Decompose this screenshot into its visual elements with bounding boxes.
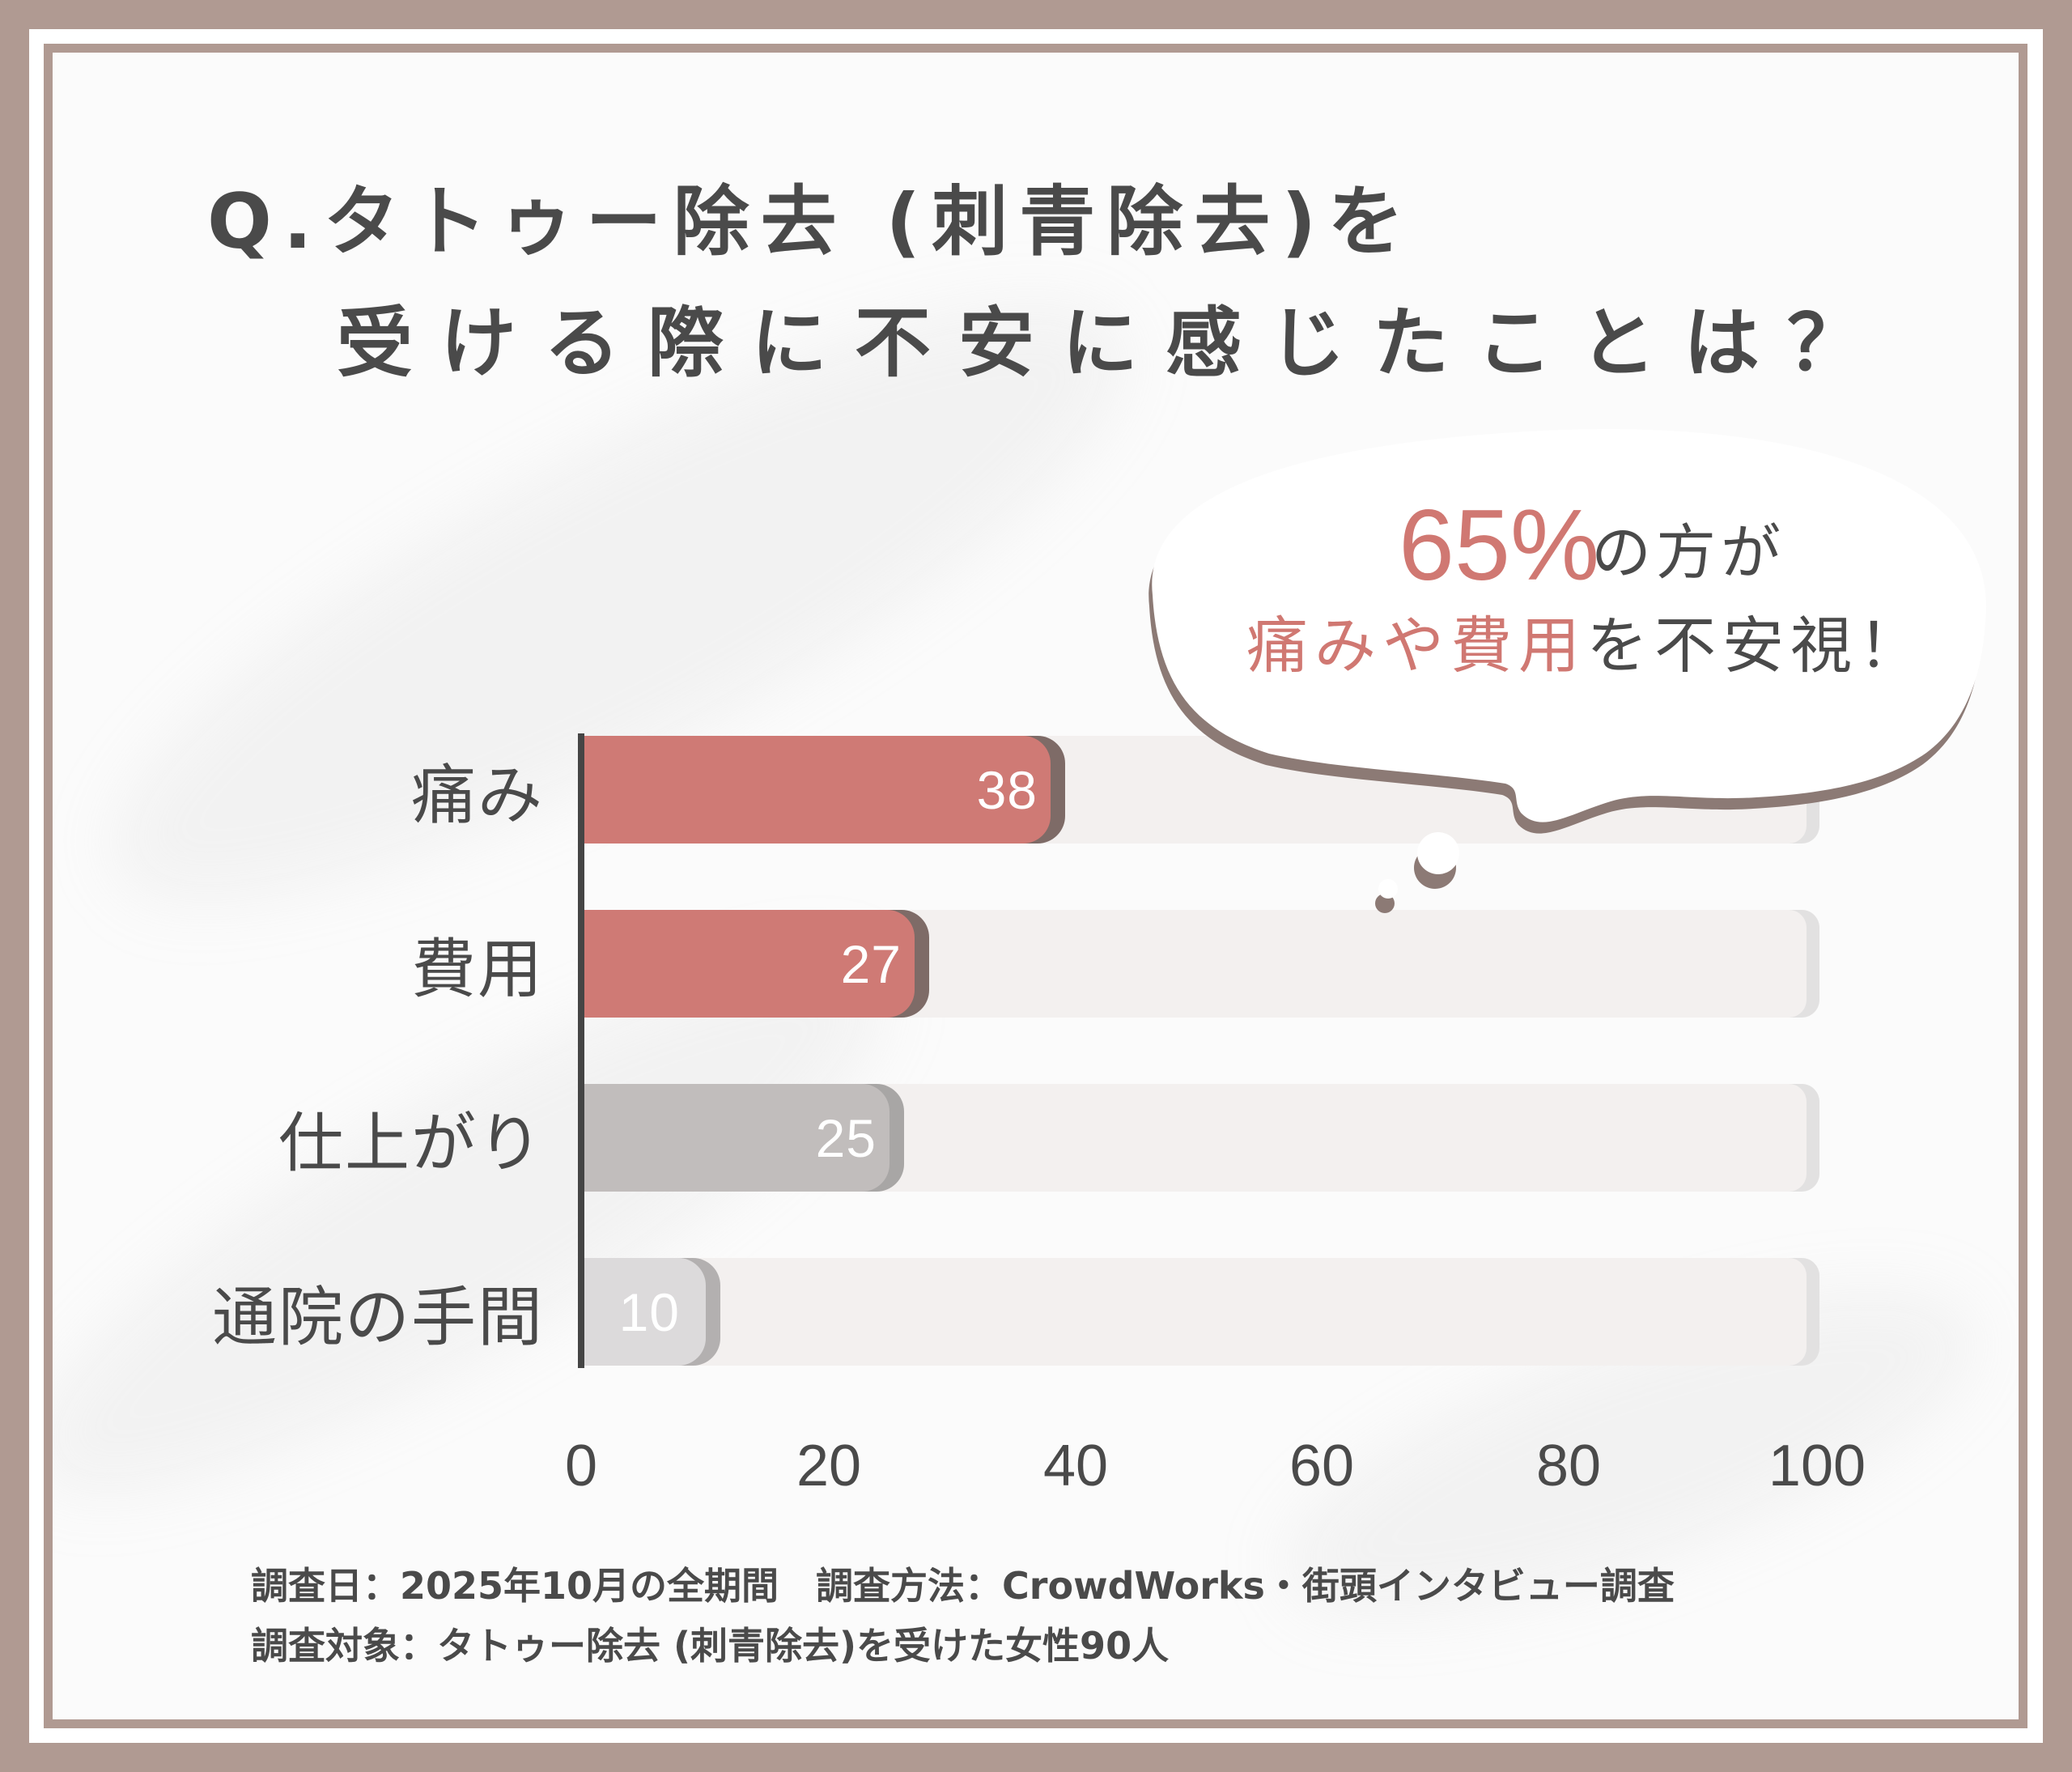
x-tick: 20 (796, 1434, 862, 1498)
x-tick: 60 (1289, 1434, 1355, 1498)
callout-highlight: 痛みや費用 (1246, 610, 1586, 682)
bar-row: 費用 27 (0, 910, 2072, 1018)
x-tick: 80 (1535, 1434, 1602, 1498)
callout-percent: 65% (1399, 490, 1600, 601)
bar-value: 10 (618, 1281, 680, 1342)
bar: 10 (584, 1258, 720, 1366)
callout-rest: を不安視！ (1586, 610, 1926, 682)
survey-footnote-line2: 調査対象：タトゥー除去 (刺青除去)を受けた女性90人 (251, 1624, 1170, 1668)
bar-fill (584, 910, 915, 1018)
bar-track (584, 1258, 1819, 1366)
infographic-canvas (53, 53, 2019, 1719)
y-axis-line (578, 733, 584, 1368)
bar-value: 27 (840, 933, 902, 994)
bar: 25 (584, 1084, 904, 1192)
bar-value: 25 (815, 1107, 877, 1168)
bar-label: 痛み (411, 757, 544, 833)
bar-fill (584, 1084, 890, 1192)
callout-line2: 痛みや費用を不安視！ (1246, 615, 1926, 677)
frame-inner-border (44, 44, 2027, 1728)
callout-line1: の方が (1591, 518, 1785, 588)
survey-footnote-line1: 調査日：2025年10月の全期間 調査方法：CrowdWorks・街頭インタビュ… (251, 1564, 1675, 1608)
bar-row: 痛み 38 (0, 736, 2072, 844)
bar: 27 (584, 910, 929, 1018)
x-tick: 0 (564, 1434, 598, 1498)
bar-row: 通院の手間 10 (0, 1258, 2072, 1366)
x-tick: 40 (1042, 1434, 1109, 1498)
bar-fill (584, 736, 1051, 844)
bar-fill (584, 1258, 706, 1366)
question-title-line2: 受ける際に不安に感じたことは？ (337, 300, 1892, 388)
bar-label: 通院の手間 (212, 1279, 544, 1355)
bar-row: 仕上がり 25 (0, 1084, 2072, 1192)
x-tick: 100 (1768, 1434, 1866, 1498)
bar-label: 仕上がり (278, 1105, 544, 1181)
x-axis-ticks: 0 20 40 60 80 100 (0, 1433, 2072, 1498)
question-title-line1: Q.タトゥー除去 (刺青除去)を (207, 178, 1416, 266)
bar-value: 38 (976, 759, 1038, 820)
bar: 38 (584, 736, 1065, 844)
bar-label: 費用 (411, 931, 544, 1007)
